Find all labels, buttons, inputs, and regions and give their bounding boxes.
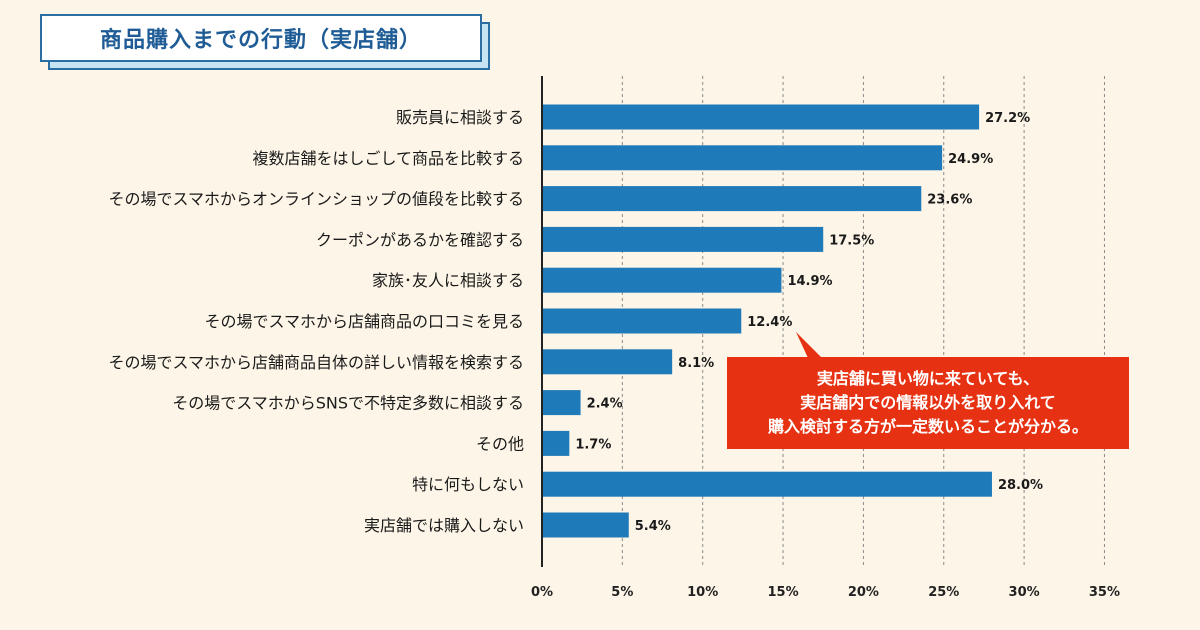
category-label: 特に何もしない [412,475,524,494]
value-label: 8.1% [678,356,714,371]
value-label: 27.2% [985,111,1030,126]
callout-box: 実店舗に買い物に来ていても、 実店舗内での情報以外を取り入れて 購入検討する方が… [727,357,1129,449]
value-label: 24.9% [948,152,993,167]
x-tick-label: 15% [767,585,798,600]
x-tick-label: 0% [531,585,553,600]
bar [542,104,980,130]
callout-line-2: 実店舗内での情報以外を取り入れて [800,393,1056,412]
bar [542,512,629,538]
bar [542,226,824,252]
bar [542,390,581,416]
bar [542,308,742,334]
category-label: 販売員に相談する [396,108,524,127]
callout-line-3: 購入検討する方が一定数いることが分かる。 [767,417,1088,436]
category-label: 家族･友人に相談する [372,271,524,290]
category-label: クーポンがあるかを確認する [316,230,524,249]
value-label: 5.4% [635,519,671,534]
bar [542,145,943,171]
value-label: 17.5% [829,233,874,248]
bar [542,471,992,497]
category-label: その場でスマホからオンラインショップの値段を比較する [108,190,524,209]
bar [542,349,673,375]
value-label: 2.4% [587,397,623,412]
value-label: 1.7% [575,437,611,452]
category-label: その他 [476,434,524,453]
x-tick-label: 35% [1089,585,1120,600]
x-tick-label: 10% [687,585,718,600]
category-label: 実店舗では購入しない [364,516,524,535]
category-label: 複数店舗をはしごして商品を比較する [252,149,524,168]
callout-line-1: 実店舗に買い物に来ていても、 [816,369,1040,388]
x-tick-label: 30% [1009,585,1040,600]
bar [542,430,570,456]
category-label: その場でスマホからSNSで不特定多数に相談する [172,394,524,413]
value-label: 12.4% [747,315,792,330]
bar [542,186,922,212]
x-tick-label: 20% [848,585,879,600]
value-label: 23.6% [927,193,972,208]
chart-title: 商品購入までの行動（実店舗） [40,14,482,62]
category-label: その場でスマホから店舗商品の口コミを見る [204,312,524,331]
bar [542,267,782,293]
value-label: 28.0% [998,478,1043,493]
value-label: 14.9% [787,274,832,289]
category-label: その場でスマホから店舗商品自体の詳しい情報を検索する [108,353,524,372]
callout-tail [796,332,822,358]
x-tick-label: 5% [611,585,633,600]
x-tick-label: 25% [928,585,959,600]
